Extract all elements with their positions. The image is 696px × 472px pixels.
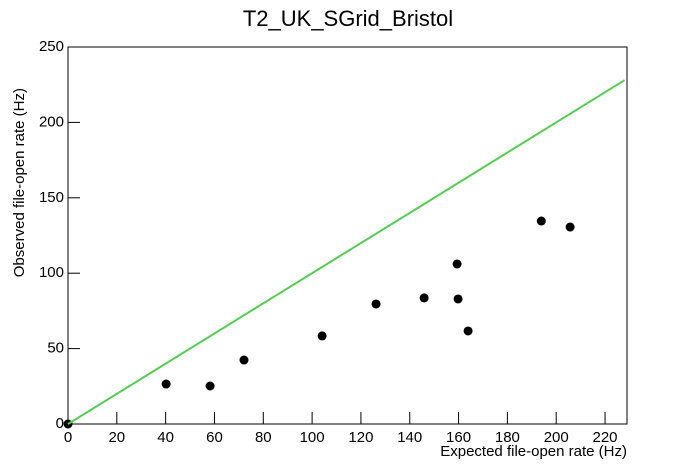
data-point bbox=[536, 216, 546, 226]
data-point bbox=[463, 326, 473, 336]
y-axis-label: Observed file-open rate (Hz) bbox=[11, 88, 28, 277]
y-tick-label: 250 bbox=[39, 38, 64, 55]
y-tick-label: 0 bbox=[56, 415, 64, 432]
x-tick-label: 100 bbox=[300, 429, 325, 446]
x-tick-label: 80 bbox=[255, 429, 272, 446]
data-point bbox=[565, 222, 575, 232]
x-tick-label: 220 bbox=[593, 429, 618, 446]
data-point bbox=[239, 355, 249, 365]
y-tick-label: 150 bbox=[39, 189, 64, 206]
data-point bbox=[453, 294, 463, 304]
x-tick-label: 160 bbox=[446, 429, 471, 446]
plot-frame bbox=[67, 46, 628, 425]
x-axis-label: Expected file-open rate (Hz) bbox=[440, 443, 627, 460]
x-tick-label: 60 bbox=[206, 429, 223, 446]
x-tick-label: 20 bbox=[108, 429, 125, 446]
data-point bbox=[161, 379, 171, 389]
data-point bbox=[317, 331, 327, 341]
data-point bbox=[371, 299, 381, 309]
x-tick-label: 40 bbox=[157, 429, 174, 446]
x-tick-label: 120 bbox=[348, 429, 373, 446]
data-point bbox=[205, 381, 215, 391]
reference-line bbox=[67, 79, 626, 425]
data-point bbox=[419, 293, 429, 303]
x-tick-label: 0 bbox=[64, 429, 72, 446]
chart-title: T2_UK_SGrid_Bristol bbox=[243, 6, 453, 31]
data-point bbox=[452, 259, 462, 269]
x-tick-label: 200 bbox=[544, 429, 569, 446]
x-tick-label: 180 bbox=[495, 429, 520, 446]
y-tick-label: 100 bbox=[39, 264, 64, 281]
y-tick-label: 200 bbox=[39, 113, 64, 130]
y-tick-label: 50 bbox=[47, 340, 64, 357]
x-tick-label: 140 bbox=[397, 429, 422, 446]
